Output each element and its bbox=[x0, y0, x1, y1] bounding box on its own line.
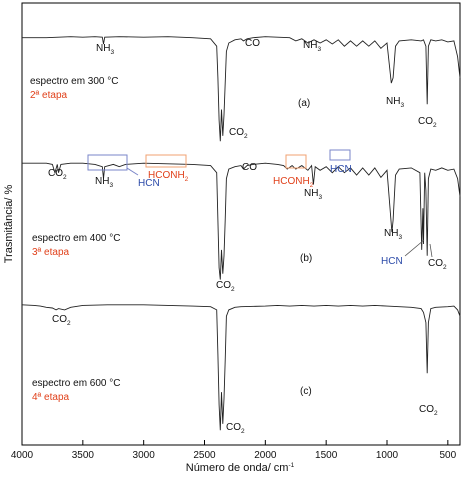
leader-hcn-b bbox=[404, 239, 425, 257]
annot-b-7: HCN bbox=[330, 164, 352, 175]
x-tick-label: 2500 bbox=[193, 450, 216, 461]
spectrum-line-c bbox=[21, 304, 461, 431]
leader-co2-b bbox=[429, 243, 433, 258]
annot-b-1: NH3 bbox=[95, 176, 113, 189]
annot-a-3: CO2 bbox=[229, 127, 248, 140]
plot-frame bbox=[21, 2, 461, 446]
annot-a-4: NH3 bbox=[386, 96, 404, 109]
x-tick-label: 4000 bbox=[11, 450, 34, 461]
annot-b-0: CO2 bbox=[48, 168, 67, 181]
x-tick-label: 2000 bbox=[254, 450, 277, 461]
x-axis-label: Número de onda/ cm-1 bbox=[186, 462, 295, 474]
x-tick-label: 500 bbox=[439, 450, 456, 461]
annot-a-1: CO bbox=[245, 38, 260, 49]
x-tick-label: 1000 bbox=[376, 450, 399, 461]
x-tick-label: 1500 bbox=[315, 450, 338, 461]
box-hconh2-right bbox=[285, 154, 307, 169]
x-tick-label: 3500 bbox=[72, 450, 95, 461]
spectrum-line-a bbox=[22, 36, 461, 142]
stage-a: 2ª etapa bbox=[30, 90, 68, 101]
annot-c-2: CO2 bbox=[419, 404, 438, 417]
annot-b-6: NH3 bbox=[304, 188, 322, 201]
box-hcn-right bbox=[329, 149, 351, 161]
box-nh3-hcn bbox=[87, 154, 128, 171]
hcn-connector bbox=[126, 167, 139, 176]
box-hconh2-left bbox=[145, 154, 187, 168]
annot-b-9: NH3 bbox=[384, 228, 402, 241]
letter-a: (a) bbox=[298, 98, 310, 109]
annot-c-1: CO2 bbox=[226, 422, 245, 435]
spectra-lines bbox=[21, 36, 461, 431]
annot-a-5: CO2 bbox=[418, 116, 437, 129]
highlight-boxes bbox=[87, 149, 351, 176]
annot-b-10: HCN bbox=[381, 256, 403, 267]
annot-a-2: NH3 bbox=[303, 40, 321, 53]
annot-a-0: NH3 bbox=[96, 43, 114, 56]
annot-b-8: CO2 bbox=[216, 280, 235, 293]
annot-b-11: CO2 bbox=[428, 258, 447, 271]
y-axis-label: Trasmitância/ % bbox=[3, 185, 15, 264]
annot-b-2: HCN bbox=[138, 178, 160, 189]
letter-c: (c) bbox=[300, 386, 312, 397]
stage-b: 3ª etapa bbox=[32, 247, 70, 258]
stage-c: 4ª etapa bbox=[32, 392, 70, 403]
condition-a: espectro em 300 °C bbox=[30, 76, 119, 87]
annot-b-3: HCONH2 bbox=[148, 170, 189, 183]
spectrum-line-b bbox=[22, 162, 461, 280]
annot-c-0: CO2 bbox=[52, 314, 71, 327]
x-axis-ticks: 4000 3500 3000 2500 2000 1500 1000 500 bbox=[11, 440, 457, 461]
x-tick-label: 3000 bbox=[133, 450, 156, 461]
condition-b: espectro em 400 °C bbox=[32, 233, 121, 244]
annot-b-4: CO bbox=[242, 162, 257, 173]
annot-b-5: HCONH2 bbox=[273, 176, 314, 189]
letter-b: (b) bbox=[300, 253, 312, 264]
condition-c: espectro em 600 °C bbox=[32, 378, 121, 389]
